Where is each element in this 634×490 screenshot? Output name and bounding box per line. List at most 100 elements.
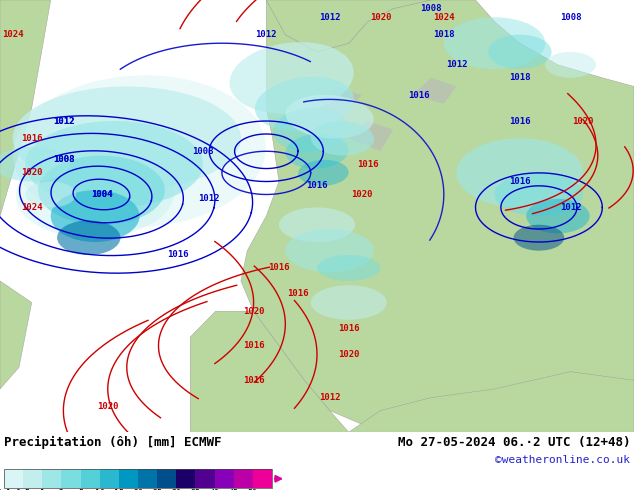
Text: 1012: 1012: [446, 60, 467, 69]
Ellipse shape: [273, 108, 348, 151]
Ellipse shape: [25, 121, 203, 207]
Text: 30: 30: [171, 489, 181, 490]
Text: 10: 10: [94, 489, 105, 490]
Polygon shape: [317, 86, 361, 117]
Bar: [100, 469, 119, 488]
Text: 1020: 1020: [351, 190, 372, 199]
Text: 1012: 1012: [53, 117, 74, 125]
Ellipse shape: [230, 42, 354, 114]
Text: 1024: 1024: [2, 30, 23, 39]
Bar: [119, 469, 138, 488]
Text: 1016: 1016: [408, 91, 429, 99]
Bar: [61, 469, 81, 488]
Text: 1008: 1008: [192, 147, 214, 156]
Text: 45: 45: [229, 489, 239, 490]
Polygon shape: [266, 0, 431, 52]
Text: 1012: 1012: [319, 13, 340, 22]
Text: 0.1: 0.1: [0, 489, 11, 490]
Text: 1016: 1016: [268, 264, 290, 272]
Text: 1024: 1024: [21, 203, 42, 212]
Text: 1016: 1016: [509, 117, 531, 125]
Bar: [157, 469, 176, 488]
Text: 1012: 1012: [319, 393, 340, 402]
Ellipse shape: [286, 95, 373, 139]
Text: 40: 40: [210, 489, 219, 490]
Text: Precipitation (ôh) [mm] ECMWF: Precipitation (ôh) [mm] ECMWF: [4, 436, 221, 449]
Bar: [4, 469, 23, 488]
Ellipse shape: [298, 160, 349, 186]
Ellipse shape: [16, 151, 174, 238]
Ellipse shape: [285, 134, 349, 169]
Text: 1016: 1016: [21, 134, 42, 143]
Text: 1012: 1012: [560, 203, 581, 212]
Ellipse shape: [311, 285, 387, 320]
Text: 1016: 1016: [357, 160, 378, 169]
Text: 1020: 1020: [573, 117, 594, 125]
Ellipse shape: [38, 156, 165, 225]
Ellipse shape: [57, 220, 120, 255]
Text: 1020: 1020: [338, 350, 359, 359]
Text: 1018: 1018: [509, 74, 531, 82]
Polygon shape: [190, 311, 349, 432]
Ellipse shape: [514, 225, 564, 251]
Ellipse shape: [495, 173, 583, 216]
Text: 1016: 1016: [243, 376, 264, 385]
Bar: [214, 469, 234, 488]
Text: 1020: 1020: [243, 307, 264, 316]
Bar: [81, 469, 100, 488]
Bar: [195, 469, 214, 488]
Text: ©weatheronline.co.uk: ©weatheronline.co.uk: [495, 455, 630, 465]
Text: 20: 20: [133, 489, 143, 490]
Ellipse shape: [255, 76, 354, 131]
Text: 1004: 1004: [91, 190, 112, 199]
Ellipse shape: [279, 207, 355, 242]
Text: Mo 27-05-2024 06.·2 UTC (12+48): Mo 27-05-2024 06.·2 UTC (12+48): [398, 436, 630, 449]
Text: 1016: 1016: [306, 181, 328, 190]
Ellipse shape: [25, 181, 76, 207]
Text: 1012: 1012: [53, 117, 74, 125]
Text: 1018: 1018: [433, 30, 455, 39]
Text: 25: 25: [152, 489, 162, 490]
Text: 1016: 1016: [509, 177, 531, 186]
Text: 1: 1: [40, 489, 45, 490]
Polygon shape: [0, 0, 51, 216]
Text: 1012: 1012: [256, 30, 277, 39]
Ellipse shape: [488, 35, 552, 69]
Text: 1008: 1008: [53, 155, 74, 165]
Text: 5: 5: [78, 489, 83, 490]
Polygon shape: [349, 121, 393, 151]
Bar: [176, 469, 195, 488]
Text: 1024: 1024: [433, 13, 455, 22]
Ellipse shape: [456, 138, 583, 207]
Text: 1012: 1012: [198, 195, 220, 203]
Text: 1016: 1016: [338, 324, 359, 333]
Text: 1020: 1020: [370, 13, 391, 22]
Polygon shape: [412, 78, 456, 104]
Ellipse shape: [545, 52, 596, 78]
Text: 1016: 1016: [287, 290, 309, 298]
Text: 1020: 1020: [97, 402, 119, 411]
Bar: [253, 469, 272, 488]
Text: 0.5: 0.5: [16, 489, 30, 490]
Text: 1016: 1016: [167, 250, 188, 260]
Polygon shape: [349, 372, 634, 432]
Ellipse shape: [0, 147, 70, 181]
Text: 50: 50: [248, 489, 258, 490]
Polygon shape: [0, 281, 32, 389]
Text: 1020: 1020: [21, 169, 42, 177]
Text: 1008: 1008: [420, 4, 442, 13]
Ellipse shape: [444, 17, 545, 69]
Bar: [138, 469, 157, 488]
Bar: [23, 469, 42, 488]
Ellipse shape: [13, 75, 266, 227]
Ellipse shape: [317, 255, 380, 281]
Ellipse shape: [526, 199, 590, 233]
Text: 1016: 1016: [243, 341, 264, 350]
Bar: [4, 469, 272, 488]
Bar: [42, 469, 61, 488]
Text: 1008: 1008: [53, 155, 74, 165]
Ellipse shape: [13, 86, 241, 190]
Text: 1004: 1004: [91, 190, 112, 199]
Ellipse shape: [285, 229, 374, 272]
Ellipse shape: [311, 121, 374, 156]
